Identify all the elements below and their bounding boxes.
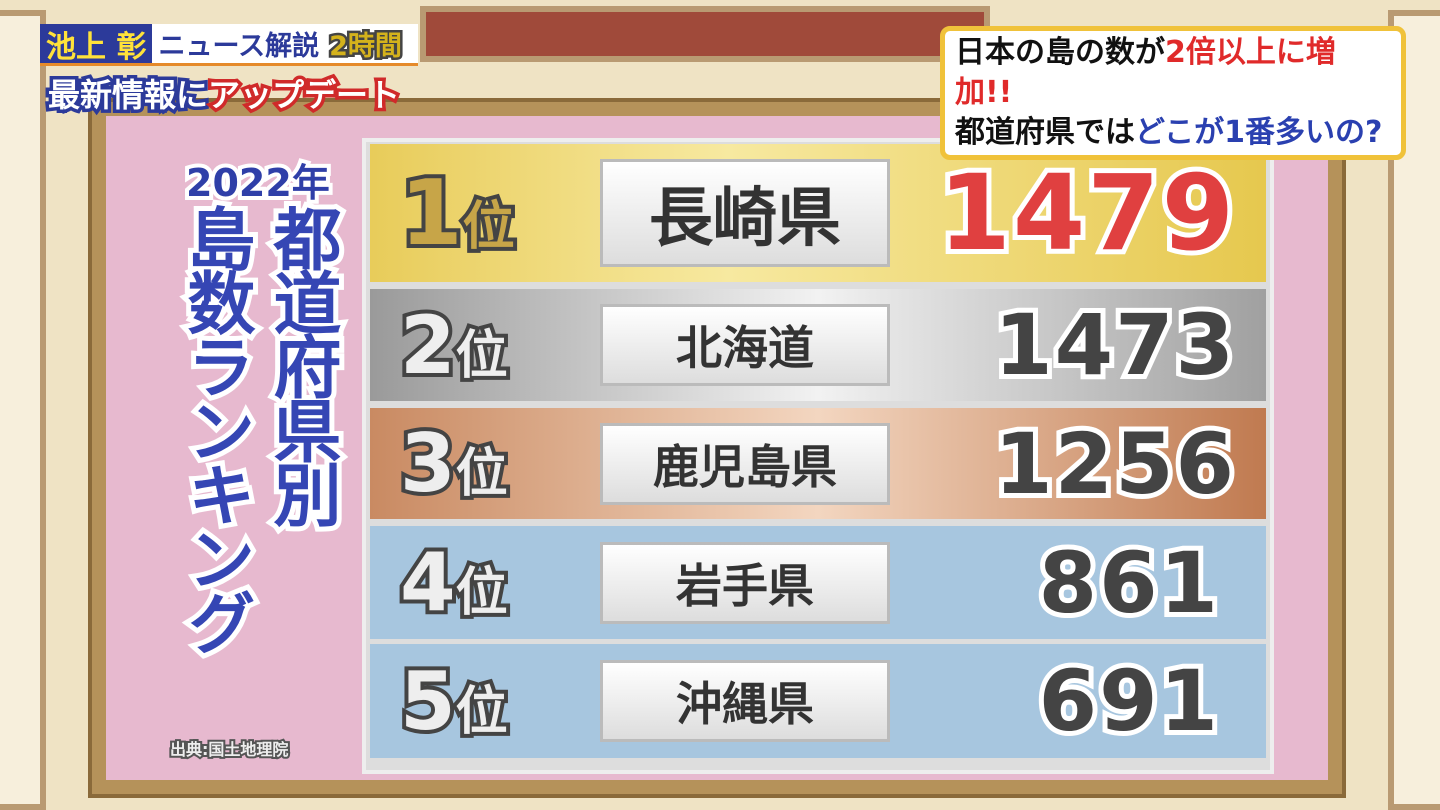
ranking-row-1: 1位 長崎県 1479 xyxy=(370,144,1266,282)
rank: 2位 xyxy=(396,295,512,396)
island-count: 1479 xyxy=(934,147,1239,279)
caption-line-2: 都道府県ではどこが1番多いの? xyxy=(955,115,1383,150)
show-duration: 2時間 xyxy=(327,29,405,65)
rank: 5位 xyxy=(396,651,512,752)
prefecture-name: 岩手県 xyxy=(600,541,890,624)
wall-frame-top xyxy=(420,6,990,62)
prefecture-name: 沖縄県 xyxy=(600,660,890,742)
ranking-row-4: 4位 岩手県 861 xyxy=(370,526,1266,639)
ranking-board: 2022年 都道府県別 島数ランキング 出典:国土地理院 1位 長崎県 1479… xyxy=(88,98,1346,798)
ranking-row-2: 2位 北海道 1473 xyxy=(370,289,1266,401)
rank: 1位 xyxy=(396,157,519,270)
update-caption: 最新情報にアップデート xyxy=(44,73,403,118)
island-count: 1473 xyxy=(989,291,1239,399)
prefecture-name: 鹿児島県 xyxy=(600,422,890,505)
source-note: 出典:国土地理院 xyxy=(168,738,290,761)
wall-frame-left xyxy=(0,10,46,810)
year-label: 2022年 xyxy=(182,157,334,209)
caption-line-1: 日本の島の数が2倍以上に増加!! xyxy=(955,35,1336,110)
host-name: 池上 彰 xyxy=(40,24,153,65)
island-count: 691 xyxy=(1034,647,1223,755)
island-count: 1256 xyxy=(989,410,1239,518)
prefecture-name: 長崎県 xyxy=(600,159,890,267)
island-count: 861 xyxy=(1034,529,1223,637)
ranking-row-5: 5位 沖縄県 691 xyxy=(370,644,1266,758)
program-logo: 池上 彰 ニュース解説 2時間 最新情報にアップデート xyxy=(40,24,418,118)
rank: 3位 xyxy=(396,413,512,514)
rank: 4位 xyxy=(396,532,512,633)
ranking-row-3: 3位 鹿児島県 1256 xyxy=(370,408,1266,519)
title-prefecture: 都道府県別 xyxy=(256,199,345,529)
topic-caption: 日本の島の数が2倍以上に増加!! 都道府県ではどこが1番多いの? xyxy=(940,26,1406,160)
title-ranking: 島数ランキング xyxy=(170,199,259,657)
ranking-table: 1位 長崎県 1479 2位 北海道 1473 3位 鹿児島県 1256 4位 … xyxy=(362,138,1274,774)
show-name: ニュース解説 xyxy=(158,31,320,62)
prefecture-name: 北海道 xyxy=(600,304,890,386)
